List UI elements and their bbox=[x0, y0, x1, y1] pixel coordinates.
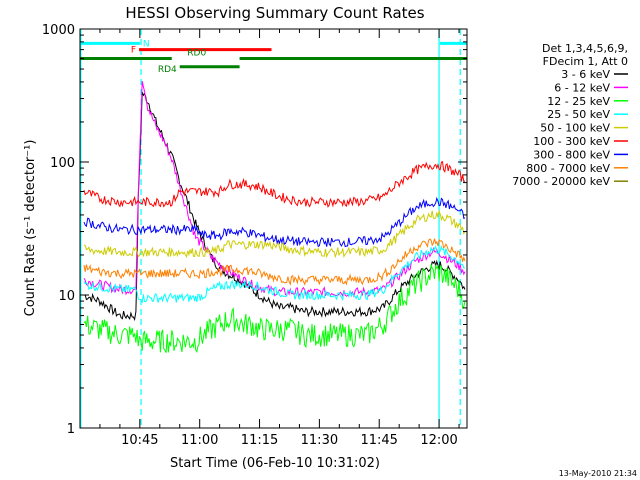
series-line-300-800kev bbox=[83, 196, 466, 248]
series-line-50-100kev bbox=[83, 209, 466, 259]
legend-entry-7: 800 - 7000 keV bbox=[526, 162, 610, 175]
legend: Det 1,3,4,5,6,9,FDecim 1, Att 03 - 6 keV… bbox=[512, 42, 628, 188]
legend-header-1: FDecim 1, Att 0 bbox=[543, 55, 628, 68]
legend-entry-6: 300 - 800 keV bbox=[533, 148, 610, 161]
state-label-rd0: RD0 bbox=[187, 49, 206, 59]
y-tick-label-0: 1 bbox=[67, 422, 75, 437]
series-line-12-25kev bbox=[83, 263, 466, 353]
x-tick-label-4: 11:45 bbox=[360, 433, 397, 448]
time-markers bbox=[80, 29, 461, 428]
chart-title: HESSI Observing Summary Count Rates bbox=[125, 4, 424, 22]
plot-frame bbox=[79, 28, 468, 429]
y-tick-label-2: 100 bbox=[50, 156, 75, 171]
x-tick-label-2: 11:15 bbox=[241, 433, 278, 448]
y-axis-label: Count Rate (s⁻¹ detector⁻¹) bbox=[23, 140, 38, 317]
axes: 1 10 100 1000 10:45 11:00 11:15 11:30 11:45 12:00 bbox=[42, 23, 467, 448]
state-label-rd4: RD4 bbox=[158, 65, 177, 75]
legend-entry-4: 50 - 100 keV bbox=[540, 122, 610, 135]
legend-entry-2: 12 - 25 keV bbox=[547, 95, 610, 108]
x-tick-label-0: 10:45 bbox=[121, 433, 158, 448]
x-tick-label-5: 12:00 bbox=[420, 433, 457, 448]
y-tick-label-3: 1000 bbox=[42, 23, 75, 38]
series-line-100-300kev bbox=[83, 161, 466, 208]
timestamp: 13-May-2010 21:34 bbox=[559, 469, 637, 478]
series-line-3-6kev bbox=[83, 91, 466, 322]
x-axis-label: Start Time (06-Feb-10 10:31:02) bbox=[170, 456, 380, 471]
legend-header-0: Det 1,3,4,5,6,9, bbox=[542, 42, 628, 55]
legend-entry-5: 100 - 300 keV bbox=[533, 135, 610, 148]
legend-entry-3: 25 - 50 keV bbox=[547, 108, 610, 121]
x-tick-label-3: 11:30 bbox=[301, 433, 338, 448]
series-lines bbox=[83, 80, 466, 353]
attenuator-bars: NF RD0 RD4 bbox=[80, 39, 467, 75]
state-label-n: N bbox=[143, 39, 150, 49]
x-tick-label-1: 11:00 bbox=[181, 433, 218, 448]
legend-entry-8: 7000 - 20000 keV bbox=[512, 175, 610, 188]
series-line-25-50kev bbox=[83, 245, 466, 304]
legend-entry-1: 6 - 12 keV bbox=[554, 81, 610, 94]
legend-entry-0: 3 - 6 keV bbox=[561, 68, 610, 81]
y-tick-label-1: 10 bbox=[58, 289, 75, 304]
state-label-f: F bbox=[131, 46, 136, 56]
series-line-800-7000kev bbox=[83, 238, 466, 286]
